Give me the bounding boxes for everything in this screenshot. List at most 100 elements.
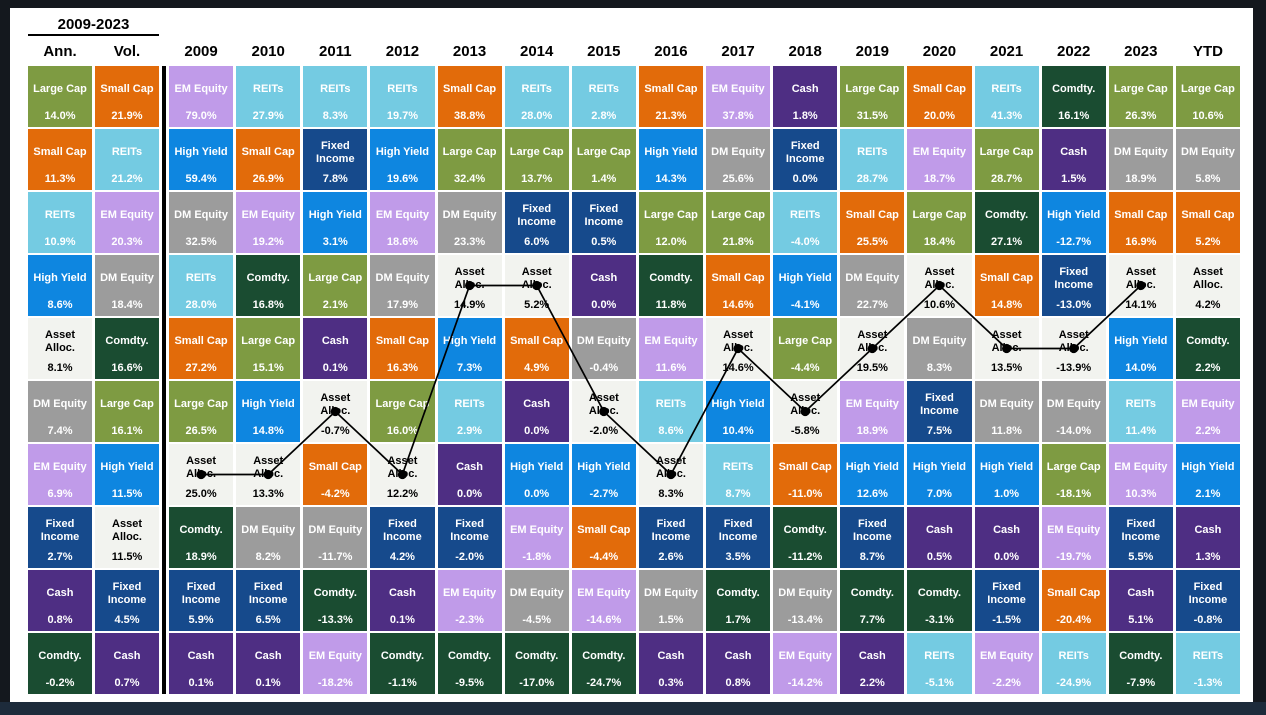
- asset-name-label: Small Cap: [1181, 209, 1235, 222]
- return-value: 8.3%: [658, 488, 684, 501]
- asset-name-label: High Yield: [644, 146, 698, 159]
- return-value: 21.9%: [111, 110, 143, 123]
- asset-name-label: Large Cap: [100, 398, 154, 411]
- asset-name-label: Cash: [791, 83, 819, 96]
- return-cell: Fixed Income 6.5%: [236, 570, 301, 631]
- return-cell: Cash 0.0%: [504, 381, 569, 442]
- return-cell: DM Equity 32.5%: [169, 192, 234, 253]
- return-value: 18.9%: [185, 551, 217, 564]
- asset-name-label: DM Equity: [375, 272, 430, 285]
- return-value: 11.8%: [991, 425, 1022, 438]
- return-cell: DM Equity 23.3%: [437, 192, 502, 253]
- asset-name-label: Comdty.: [582, 650, 626, 663]
- return-cell: Fixed Income 5.5%: [1108, 507, 1173, 568]
- return-value: -4.4%: [589, 551, 619, 564]
- asset-name-label: High Yield: [100, 461, 154, 474]
- return-value: 22.7%: [856, 299, 888, 312]
- asset-name-label: EM Equity: [979, 650, 1034, 663]
- return-cell: EM Equity -18.2%: [303, 633, 368, 694]
- return-cell: Large Cap 14.0%: [28, 66, 92, 127]
- return-value: 11.6%: [655, 362, 687, 375]
- asset-name-label: Fixed Income: [248, 580, 288, 606]
- return-value: -3.1%: [925, 614, 954, 627]
- return-cell: Comdty. -17.0%: [504, 633, 569, 694]
- asset-name-label: EM Equity: [308, 650, 362, 663]
- asset-name-label: EM Equity: [241, 209, 295, 222]
- asset-name-label: Asset Alloc.: [320, 391, 351, 417]
- asset-name-label: High Yield: [1114, 335, 1168, 348]
- return-cell: Comdty. -13.3%: [303, 570, 368, 631]
- return-cell: Fixed Income -2.0%: [437, 507, 502, 568]
- return-value: 6.9%: [47, 488, 73, 501]
- return-value: 1.5%: [658, 614, 684, 627]
- return-cell: REITs -5.1%: [907, 633, 972, 694]
- return-value: -4.4%: [790, 362, 820, 375]
- return-value: 18.4%: [923, 236, 956, 249]
- asset-name-label: Cash: [858, 650, 886, 663]
- asset-name-label: Comdty.: [1186, 335, 1230, 348]
- return-cell: Small Cap 26.9%: [236, 129, 301, 190]
- asset-name-label: DM Equity: [1181, 146, 1235, 159]
- return-cell: EM Equity 20.3%: [95, 192, 159, 253]
- return-cell: REITs -24.9%: [1041, 633, 1106, 694]
- return-value: 4.5%: [114, 614, 140, 627]
- return-cell: DM Equity -13.4%: [773, 570, 838, 631]
- return-value: 14.0%: [44, 110, 76, 123]
- return-cell: Large Cap 1.4%: [571, 129, 636, 190]
- asset-name-label: REITs: [588, 83, 619, 96]
- asset-name-label: Fixed Income: [651, 517, 691, 543]
- return-cell: Small Cap 4.9%: [504, 318, 569, 379]
- asset-name-label: Fixed Income: [450, 517, 489, 543]
- return-value: 16.0%: [386, 425, 419, 438]
- return-cell: Asset Alloc. 12.2%: [370, 444, 435, 505]
- asset-name-label: REITs: [521, 83, 552, 96]
- asset-name-label: Large Cap: [912, 209, 967, 222]
- return-value: 0.7%: [114, 677, 140, 690]
- asset-name-label: Asset Alloc.: [45, 328, 75, 354]
- asset-name-label: Comdty.: [313, 587, 357, 600]
- return-cell: REITs 8.6%: [638, 381, 703, 442]
- asset-name-label: Large Cap: [576, 146, 631, 159]
- asset-name-label: High Yield: [1047, 209, 1101, 222]
- return-cell: Small Cap 20.0%: [907, 66, 972, 127]
- return-cell: Comdty. -24.7%: [571, 633, 636, 694]
- asset-name-label: Cash: [456, 461, 484, 474]
- asset-name-label: High Yield: [979, 461, 1034, 474]
- return-cell: DM Equity 1.5%: [638, 570, 703, 631]
- return-value: 8.1%: [47, 362, 73, 375]
- asset-name-label: Asset Alloc.: [112, 517, 142, 543]
- return-cell: Small Cap 38.8%: [437, 66, 502, 127]
- return-cell: REITs 28.0%: [169, 255, 234, 316]
- asset-name-label: Fixed Income: [584, 202, 624, 228]
- return-value: 0.0%: [524, 425, 550, 438]
- return-value: 5.8%: [1195, 173, 1221, 186]
- return-cell: Comdty. -3.1%: [907, 570, 972, 631]
- return-cell: REITs -4.0%: [773, 192, 838, 253]
- return-value: 10.3%: [1125, 488, 1157, 501]
- return-cell: Asset Alloc. 14.1%: [1108, 255, 1173, 316]
- return-cell: Asset Alloc. 10.6%: [907, 255, 972, 316]
- return-value: -4.1%: [790, 299, 820, 312]
- column-header-2014: 2014: [520, 42, 554, 60]
- asset-name-label: EM Equity: [100, 209, 154, 222]
- return-cell: Small Cap -4.2%: [303, 444, 368, 505]
- return-cell: High Yield 14.0%: [1108, 318, 1173, 379]
- return-cell: Large Cap -18.1%: [1041, 444, 1106, 505]
- asset-name-label: DM Equity: [845, 272, 900, 285]
- return-cell: EM Equity 18.7%: [907, 129, 972, 190]
- asset-name-label: Small Cap: [577, 524, 631, 537]
- return-cell: High Yield 19.6%: [370, 129, 435, 190]
- return-value: 25.5%: [856, 236, 888, 249]
- return-cell: Cash 1.3%: [1175, 507, 1240, 568]
- return-cell: Asset Alloc. 13.5%: [974, 318, 1039, 379]
- return-value: 26.9%: [252, 173, 284, 186]
- return-cell: Cash 0.3%: [638, 633, 703, 694]
- return-cell: High Yield 10.4%: [706, 381, 771, 442]
- return-cell: High Yield 14.8%: [236, 381, 301, 442]
- return-cell: Small Cap -11.0%: [773, 444, 838, 505]
- return-cell: DM Equity 11.8%: [974, 381, 1039, 442]
- asset-name-label: Asset Alloc.: [1125, 265, 1156, 291]
- return-value: 3.5%: [725, 551, 751, 564]
- return-cell: EM Equity 10.3%: [1108, 444, 1173, 505]
- return-value: 2.9%: [457, 425, 483, 438]
